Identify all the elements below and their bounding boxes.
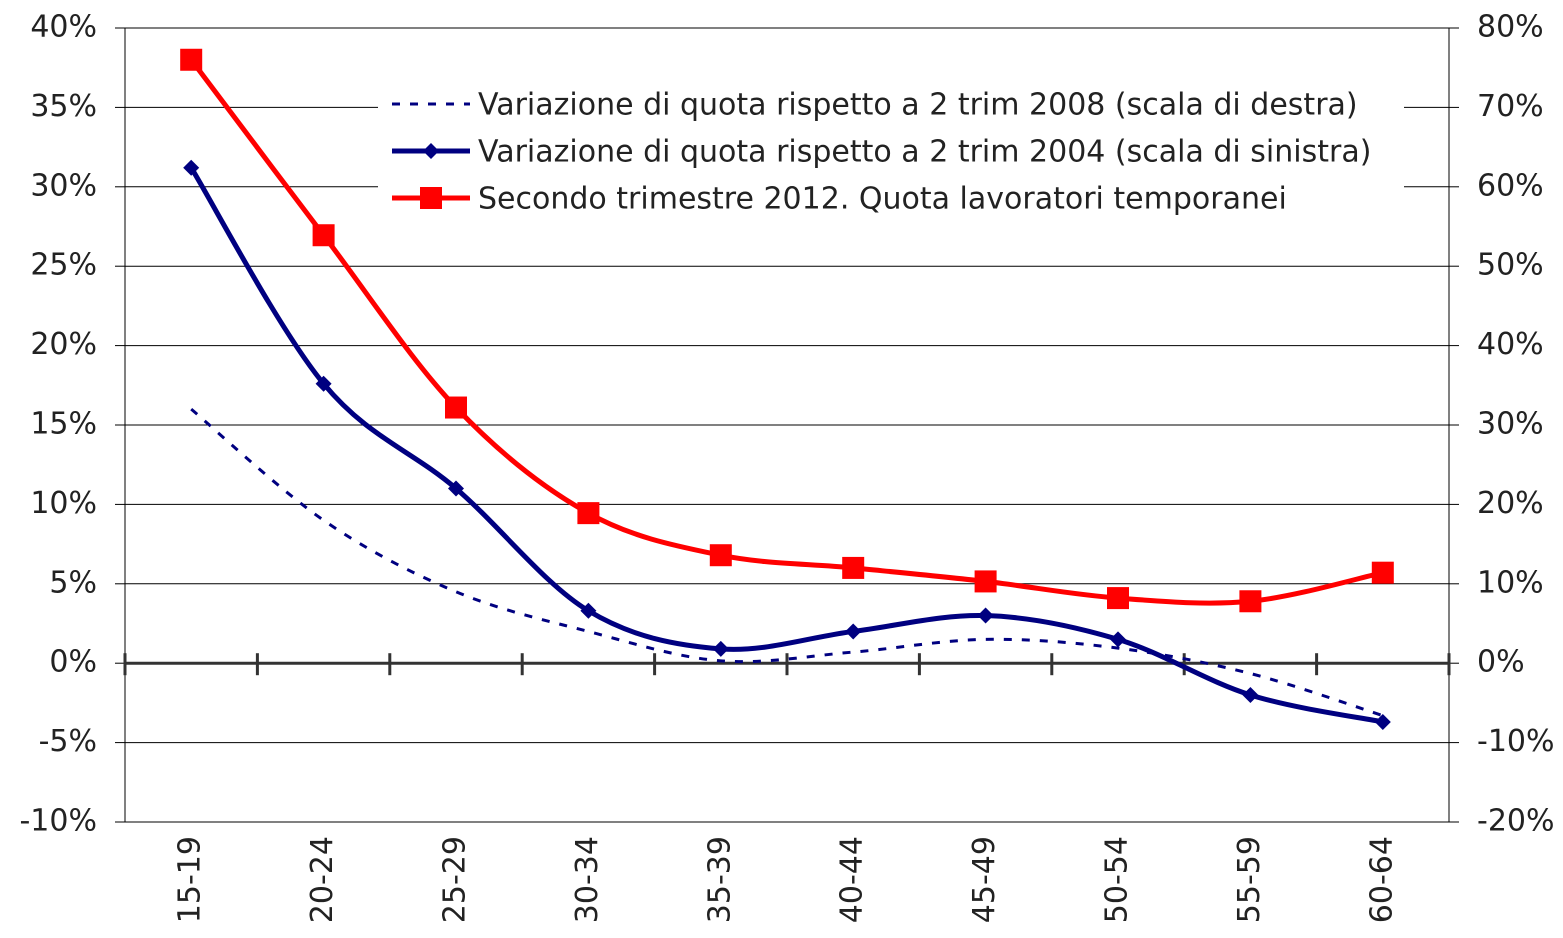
y2-tick-label: -10% (1477, 724, 1555, 759)
x-tick-label: 35-39 (702, 836, 737, 923)
y2-tick-label: 0% (1477, 645, 1525, 680)
series-marker (312, 224, 335, 247)
y-tick-label: -10% (19, 804, 97, 839)
series-marker (1107, 587, 1129, 610)
y-tick-label: 15% (30, 407, 97, 442)
x-tick-label: 25-29 (438, 836, 473, 923)
series-marker (974, 570, 997, 593)
series-marker (1110, 631, 1126, 648)
series-marker (977, 607, 994, 624)
y-tick-label: 5% (49, 565, 97, 600)
x-tick-label: 50-54 (1100, 836, 1135, 923)
y-tick-label: 10% (30, 486, 97, 521)
series-marker (1242, 686, 1259, 703)
y-tick-label: 25% (30, 248, 97, 283)
series-marker (448, 480, 464, 497)
x-tick-label: 15-19 (173, 836, 208, 923)
x-tick-label: 40-44 (835, 836, 870, 923)
y2-tick-label: 20% (1477, 486, 1544, 521)
y-tick-label: -5% (39, 724, 97, 759)
x-tick-label: 45-49 (967, 836, 1002, 923)
x-tick-label: 60-64 (1364, 836, 1399, 923)
y2-tick-label: 30% (1477, 407, 1544, 442)
y2-tick-label: 40% (1477, 327, 1544, 362)
series-line (189, 166, 1384, 725)
series-line (189, 58, 1384, 606)
y2-tick-label: 10% (1477, 565, 1544, 600)
series-marker (580, 602, 597, 619)
series-marker (180, 48, 203, 71)
series-marker (709, 544, 732, 567)
legend-label: Variazione di quota rispetto a 2 trim 20… (478, 88, 1358, 123)
y-tick-label: 0% (49, 645, 97, 680)
series-marker (1239, 590, 1262, 613)
series-marker (1371, 561, 1394, 584)
series-marker (842, 556, 865, 579)
x-tick-label: 30-34 (570, 836, 605, 923)
legend-marker (420, 187, 442, 209)
series-marker (183, 159, 200, 176)
legend-marker (423, 143, 439, 159)
y2-tick-label: 70% (1477, 89, 1544, 124)
y-tick-label: 30% (30, 168, 97, 203)
y-tick-label: 40% (30, 10, 97, 45)
y-tick-label: 20% (30, 327, 97, 362)
y2-tick-label: 80% (1477, 10, 1544, 45)
y2-tick-label: -20% (1477, 804, 1555, 839)
x-tick-label: 55-59 (1232, 836, 1267, 923)
x-tick-label: 20-24 (305, 836, 340, 923)
legend-label: Secondo trimestre 2012. Quota lavoratori… (478, 182, 1287, 217)
series-marker (577, 502, 600, 525)
series-marker (445, 396, 467, 419)
y2-tick-label: 60% (1477, 168, 1544, 203)
series-marker (315, 375, 332, 392)
y2-tick-label: 50% (1477, 248, 1544, 283)
series-marker (1374, 713, 1391, 730)
y-tick-label: 35% (30, 89, 97, 124)
legend-box (378, 84, 1404, 216)
legend-label: Variazione di quota rispetto a 2 trim 20… (478, 135, 1371, 170)
series-marker (712, 640, 729, 657)
series-marker (845, 623, 862, 640)
